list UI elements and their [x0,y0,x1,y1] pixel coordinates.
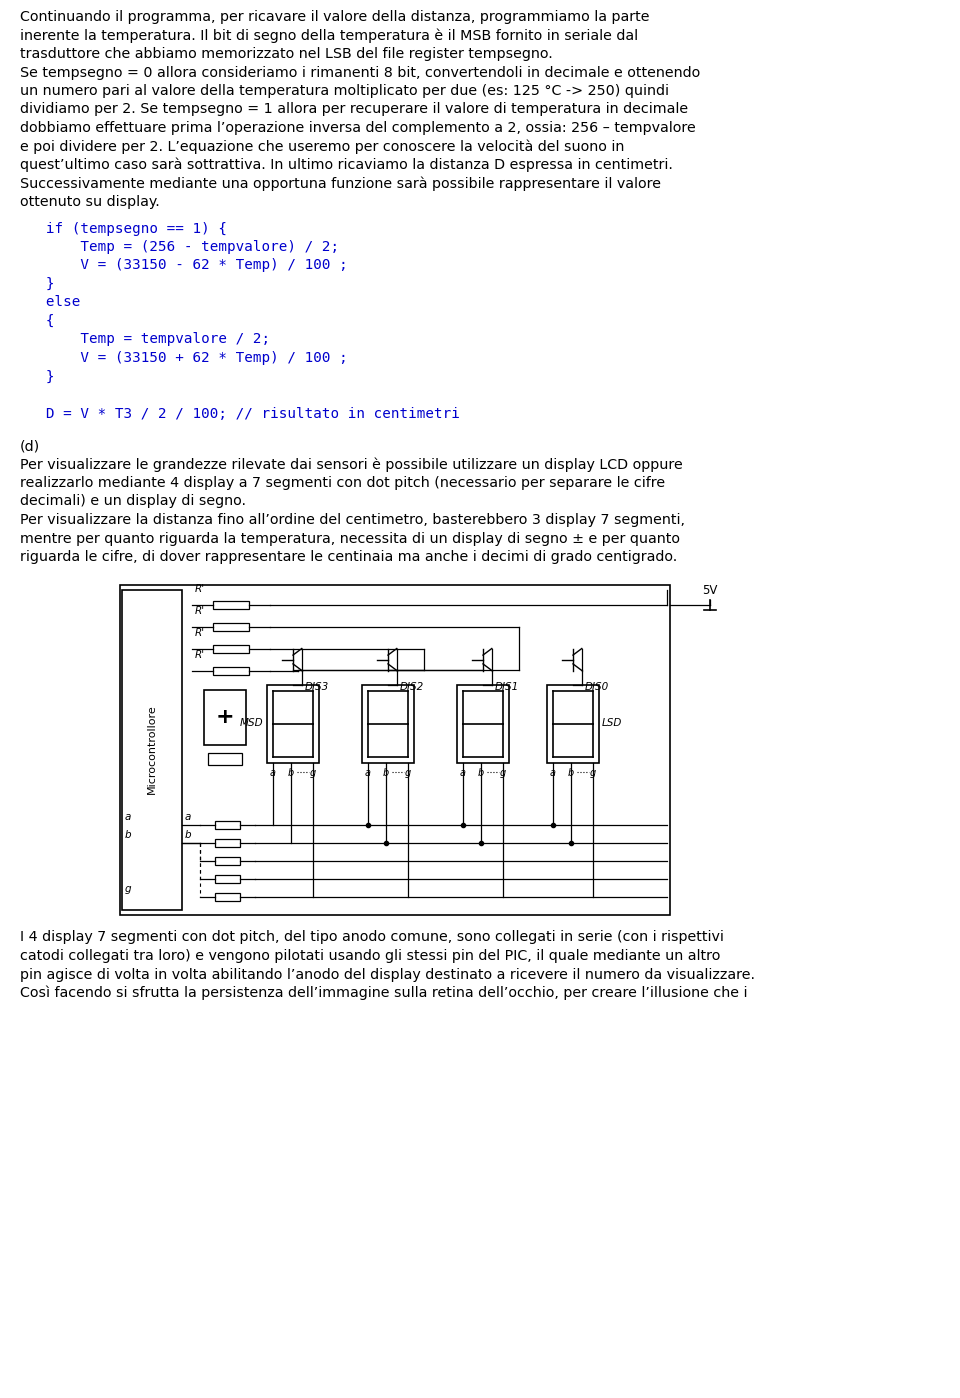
Text: dividiamo per 2. Se tempsegno = 1 allora per recuperare il valore di temperatura: dividiamo per 2. Se tempsegno = 1 allora… [20,102,688,116]
Text: D = V * T3 / 2 / 100; // risultato in centimetri: D = V * T3 / 2 / 100; // risultato in ce… [20,407,460,421]
Text: g: g [125,885,132,895]
Text: Continuando il programma, per ricavare il valore della distanza, programmiamo la: Continuando il programma, per ricavare i… [20,10,650,24]
Text: ottenuto su display.: ottenuto su display. [20,194,159,208]
Text: b: b [383,768,389,777]
Text: un numero pari al valore della temperatura moltiplicato per due (es: 125 °C -> 2: un numero pari al valore della temperatu… [20,84,669,98]
Bar [213,601,249,608]
Text: a: a [125,812,132,822]
Text: R': R' [195,607,205,617]
Bar [215,875,240,882]
Text: b: b [125,830,132,840]
Text: a: a [185,812,191,822]
Text: else: else [20,295,81,309]
Text: b: b [185,830,192,840]
Text: g: g [310,768,316,777]
Text: Per visualizzare le grandezze rilevate dai sensori è possibile utilizzare un dis: Per visualizzare le grandezze rilevate d… [20,457,683,473]
Bar [215,821,240,829]
Text: g: g [589,768,596,777]
Text: DIS3: DIS3 [305,681,329,692]
Text: a: a [550,768,556,777]
Text: dobbiamo effettuare prima l’operazione inversa del complemento a 2, ossia: 256 –: dobbiamo effettuare prima l’operazione i… [20,122,696,136]
Text: a: a [270,768,276,777]
Text: a: a [365,768,371,777]
Text: DIS2: DIS2 [400,681,424,692]
Text: }: } [20,369,55,383]
Text: DIS0: DIS0 [585,681,610,692]
Text: a: a [460,768,466,777]
Text: I 4 display 7 segmenti con dot pitch, del tipo anodo comune, sono collegati in s: I 4 display 7 segmenti con dot pitch, de… [20,931,724,945]
Text: DIS1: DIS1 [495,681,519,692]
Text: pin agisce di volta in volta abilitando l’anodo del display destinato a ricevere: pin agisce di volta in volta abilitando … [20,967,755,981]
Text: inerente la temperatura. Il bit di segno della temperatura è il MSB fornito in s: inerente la temperatura. Il bit di segno… [20,28,638,43]
Bar [213,667,249,674]
Text: R': R' [195,650,205,660]
Text: b: b [478,768,484,777]
Text: +: + [216,707,234,727]
Text: Per visualizzare la distanza fino all’ordine del centimetro, basterebbero 3 disp: Per visualizzare la distanza fino all’or… [20,513,685,527]
Text: }: } [20,277,55,291]
Text: catodi collegati tra loro) e vengono pilotati usando gli stessi pin del PIC, il : catodi collegati tra loro) e vengono pil… [20,949,720,963]
Text: {: { [20,315,55,329]
Bar [215,857,240,864]
Text: 5V: 5V [703,583,718,597]
Bar [267,685,319,762]
Bar [204,689,246,745]
Text: R': R' [195,629,205,639]
Bar [457,685,509,762]
Bar [547,685,599,762]
Text: (d): (d) [20,439,40,453]
Text: trasduttore che abbiamo memorizzato nel LSB del file register tempsegno.: trasduttore che abbiamo memorizzato nel … [20,48,553,62]
Text: Temp = tempvalore / 2;: Temp = tempvalore / 2; [20,333,270,347]
Text: b: b [288,768,294,777]
Text: g: g [405,768,411,777]
Bar [213,644,249,653]
Text: Microcontrollore: Microcontrollore [147,705,157,794]
Text: Temp = (256 - tempvalore) / 2;: Temp = (256 - tempvalore) / 2; [20,240,339,254]
Text: mentre per quanto riguarda la temperatura, necessita di un display di segno ± e : mentre per quanto riguarda la temperatur… [20,531,680,545]
Text: decimali) e un display di segno.: decimali) e un display di segno. [20,495,246,509]
Text: riguarda le cifre, di dover rappresentare le centinaia ma anche i decimi di grad: riguarda le cifre, di dover rappresentar… [20,549,677,563]
Bar [215,839,240,847]
Bar [213,622,249,630]
Text: realizzarlo mediante 4 display a 7 segmenti con dot pitch (necessario per separa: realizzarlo mediante 4 display a 7 segme… [20,475,665,491]
Text: Se tempsegno = 0 allora consideriamo i rimanenti 8 bit, convertendoli in decimal: Se tempsegno = 0 allora consideriamo i r… [20,66,700,80]
Text: b: b [568,768,574,777]
Text: Così facendo si sfrutta la persistenza dell’immagine sulla retina dell’occhio, p: Così facendo si sfrutta la persistenza d… [20,986,748,1001]
Text: MSD: MSD [239,719,263,728]
Text: R': R' [195,584,205,594]
Text: V = (33150 - 62 * Temp) / 100 ;: V = (33150 - 62 * Temp) / 100 ; [20,259,348,273]
Text: e poi dividere per 2. L’equazione che useremo per conoscere la velocità del suon: e poi dividere per 2. L’equazione che us… [20,140,624,154]
Bar [120,584,670,914]
Bar [215,892,240,900]
Bar [208,752,242,765]
Text: V = (33150 + 62 * Temp) / 100 ;: V = (33150 + 62 * Temp) / 100 ; [20,351,348,365]
Text: LSD: LSD [602,719,622,728]
Text: g: g [500,768,506,777]
Text: if (tempsegno == 1) {: if (tempsegno == 1) { [20,221,227,235]
Bar [362,685,414,762]
Bar [122,590,182,910]
Text: Successivamente mediante una opportuna funzione sarà possibile rappresentare il : Successivamente mediante una opportuna f… [20,176,661,192]
Text: quest’ultimo caso sarà sottrattiva. In ultimo ricaviamo la distanza D espressa i: quest’ultimo caso sarà sottrattiva. In u… [20,158,673,172]
